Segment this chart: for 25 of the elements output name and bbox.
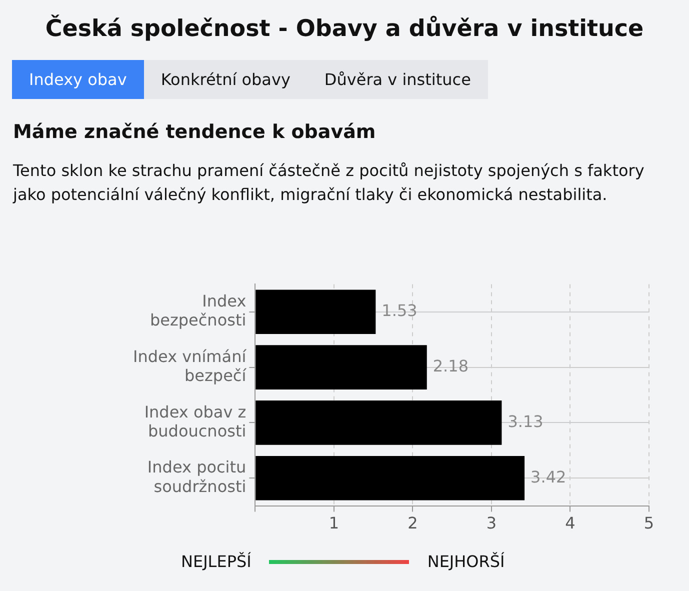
text: NEJLEPŠÍ [181,552,252,571]
text: Konkrétní obavy [144,60,308,99]
data-label: 3.13 [508,412,544,431]
text: Indexy obav [12,60,144,99]
y-tick-label: Index bezpečnosti [150,291,246,330]
x-tick-label: 2 [408,514,418,533]
text: NEJHORŠÍ [427,552,505,571]
x-tick-label: 1 [328,514,340,533]
y-tick-label: Index obav z budoucnosti [144,402,246,440]
data-label: 1.53 [382,301,418,320]
bar [256,400,502,445]
bar [256,345,427,390]
data-label: 2.18 [432,356,468,376]
chart-subtitle: Máme značné tendence k obavám [13,121,377,143]
bar [256,290,376,334]
y-tick-label: Index pocitu soudržnosti [147,458,246,496]
text: Tento sklon ke strachu pramení částečně z pocitů nejistoty spojených s faktory jako potenciální válečný konflikt, migrační tlaky či ekonomická nestabilita. [13,160,646,206]
bar [256,456,525,500]
text: Důvěra v instituce [307,60,488,99]
y-tick-label: Index vnímání bezpečí [132,346,247,386]
data-label: 3.42 [530,467,566,486]
x-tick-label: 5 [644,514,654,533]
x-tick-label: 3 [486,514,497,533]
x-tick-label: 4 [565,514,576,533]
chart-title: Česká společnost - Obavy a důvěra v instituce [44,16,645,42]
